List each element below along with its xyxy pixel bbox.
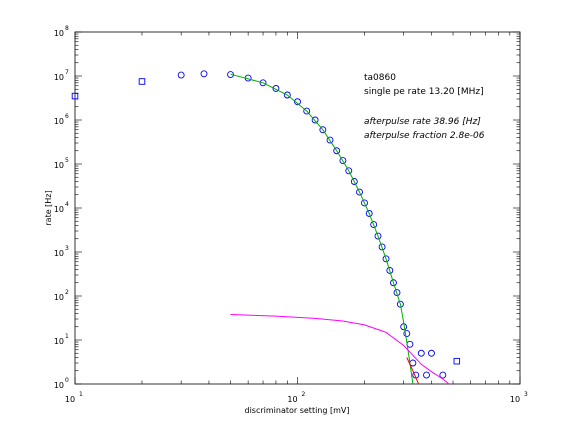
y-tick-label: 10	[54, 73, 64, 82]
y-tick-label-exponent: 3	[65, 245, 69, 252]
data-point-circle	[283, 91, 291, 99]
x-tick-label-exponent: 3	[524, 391, 528, 398]
y-tick-label-exponent: 0	[65, 377, 69, 384]
y-tick-label-exponent: 6	[65, 113, 69, 120]
data-point-circle	[403, 330, 411, 338]
x-axis-title: discriminator setting [mV]	[244, 406, 349, 415]
x-tick-label: 10	[287, 395, 297, 404]
data-point-circle	[382, 255, 390, 263]
y-tick-label-exponent: 1	[65, 333, 69, 340]
data-point-circle	[311, 116, 319, 124]
data-point-circle	[319, 126, 327, 134]
y-tick-label: 10	[54, 117, 64, 126]
data-point-circle	[374, 232, 382, 240]
data-point-circle	[200, 70, 208, 78]
y-tick-label-exponent: 8	[65, 25, 69, 32]
y-tick-label: 10	[54, 29, 64, 38]
data-point-circle	[177, 71, 185, 79]
x-tick-label: 10	[65, 395, 75, 404]
plot-area	[74, 31, 521, 385]
data-point-circle	[370, 221, 378, 229]
data-point-circle	[386, 267, 394, 274]
y-tick-label: 10	[54, 293, 64, 302]
x-tick-label-exponent: 2	[302, 391, 306, 398]
data-point-circle	[393, 289, 401, 296]
y-tick-label: 10	[54, 381, 64, 390]
series-line-3	[230, 314, 450, 385]
series-line-2	[230, 73, 414, 385]
data-point-circle	[356, 188, 363, 196]
y-axis-title: rate [Hz]	[44, 190, 53, 225]
annotation-single-pe-rate: single pe rate 13.20 [MHz]	[364, 87, 484, 97]
data-point-square	[453, 357, 461, 365]
data-point-circle	[350, 178, 358, 185]
y-tick-label: 10	[54, 337, 64, 346]
y-tick-label-exponent: 5	[65, 157, 69, 164]
series-group	[71, 70, 461, 385]
data-point-square	[71, 92, 79, 100]
data-point-circle	[345, 167, 353, 175]
data-point-circle	[272, 85, 280, 92]
data-point-circle	[361, 199, 368, 207]
data-point-circle	[259, 79, 267, 87]
data-point-circle	[390, 279, 397, 287]
data-point-circle	[423, 371, 430, 379]
data-point-circle	[294, 98, 301, 106]
data-point-circle	[428, 349, 435, 357]
y-tick-label: 10	[54, 249, 64, 258]
data-point-circle	[396, 300, 404, 308]
data-point-circle	[303, 107, 311, 115]
y-tick-label-exponent: 7	[65, 69, 69, 76]
annotation-id: ta0860	[364, 73, 396, 83]
data-point-circle	[326, 136, 334, 144]
y-tick-label: 10	[54, 205, 64, 214]
y-tick-label-exponent: 2	[65, 289, 69, 296]
annotation-afterpulse-rate: afterpulse rate 38.96 [Hz]	[364, 117, 481, 127]
x-tick-label-exponent: 1	[79, 391, 83, 398]
y-tick-label: 10	[54, 161, 64, 170]
data-point-circle	[378, 243, 386, 251]
annotation-afterpulse-fraction: afterpulse fraction 2.8e-06	[364, 131, 485, 141]
data-point-square	[138, 78, 146, 85]
data-point-circle	[333, 147, 341, 155]
data-point-circle	[439, 371, 447, 379]
x-tick-label: 10	[510, 395, 520, 404]
data-point-circle	[417, 349, 425, 357]
y-tick-label-exponent: 4	[65, 201, 69, 208]
series-line-4	[406, 357, 420, 385]
data-point-circle	[339, 157, 347, 164]
data-point-circle	[365, 210, 373, 217]
